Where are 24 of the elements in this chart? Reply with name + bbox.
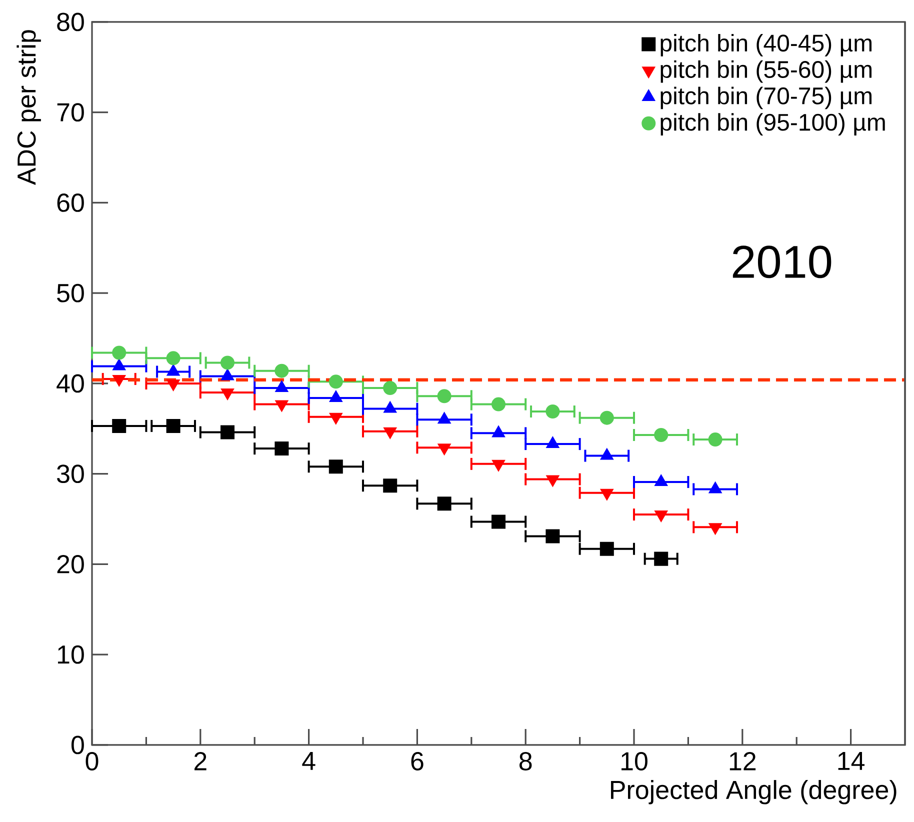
legend-label: pitch bin (95-100) µm [660,113,885,136]
annotation: 2010 [732,246,832,278]
legend-label: pitch bin (55-60) µm [660,60,872,83]
legend-label: pitch bin (40-45) µm [660,34,872,56]
x-tick-label: 0 [86,752,98,770]
x-tick-label: 2 [194,752,206,770]
y-tick-label: 30 [57,464,84,484]
y-tick-label: 10 [58,645,84,664]
y-tick-label: 80 [57,12,84,32]
x-axis-title: Projected Angle (degree) [611,780,896,804]
x-tick-label: 14 [838,752,865,770]
y-tick-label: 0 [71,736,84,754]
legend-label: pitch bin (70-75) µm [660,86,872,110]
x-tick-label: 10 [622,752,648,770]
y-tick-label: 50 [57,284,84,302]
x-tick-label: 6 [411,752,424,770]
y-tick-label: 20 [57,555,84,574]
x-tick-label: 12 [730,752,756,770]
x-tick-label: 8 [520,752,532,770]
y-axis-title: ADC per strip [16,30,41,186]
y-tick-label: 40 [56,374,84,393]
y-tick-label: 60 [57,194,84,212]
x-tick-label: 4 [302,752,316,770]
y-tick-label: 70 [57,103,84,122]
